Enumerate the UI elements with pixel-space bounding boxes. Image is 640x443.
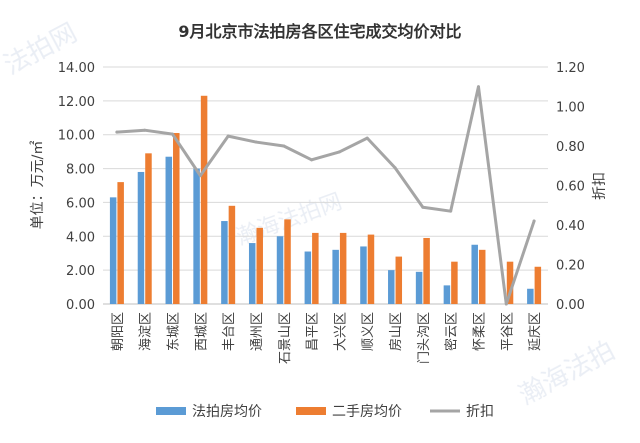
bar-resale-8 — [339, 232, 347, 304]
discount-point-12 — [449, 209, 453, 213]
discount-point-10 — [393, 166, 397, 170]
x-tick-label: 西城区 — [194, 312, 209, 351]
x-tick-label: 石景山区 — [278, 312, 293, 364]
bar-resale-2 — [173, 133, 180, 304]
discount-point-1 — [143, 128, 147, 132]
bar-auction-10 — [388, 270, 395, 304]
legend-swatch-0 — [156, 407, 186, 415]
bar-auction-7 — [304, 251, 312, 304]
y-tick-label: 0.00 — [66, 298, 95, 313]
bar-resale-9 — [367, 234, 375, 304]
y-tick-label: 8.00 — [66, 163, 95, 178]
x-tick-label: 丰台区 — [222, 312, 237, 351]
legend-label-0: 法拍房均价 — [192, 404, 262, 420]
x-tick-label: 大兴区 — [333, 312, 348, 351]
y-tick-label: 6.00 — [66, 196, 95, 211]
x-axis-ticks: 朝阳区 海淀区 东城区 西城区 丰台区 通州区 石景山区 昌平区 大兴区 顺义区 房山区 门头沟区 密云… — [111, 312, 543, 364]
legend-swatch-1 — [296, 407, 326, 415]
bar-auction-1 — [137, 171, 145, 304]
discount-point-5 — [254, 140, 258, 144]
bar-resale-13 — [478, 249, 486, 304]
discount-point-6 — [282, 144, 286, 148]
y-tick-label: 2.00 — [66, 264, 95, 279]
discount-line-path — [115, 85, 536, 306]
watermark: 法拍网 瀚海法拍网 瀚海法拍 — [0, 18, 620, 411]
discount-point-3 — [198, 174, 202, 178]
legend-label-1: 二手房均价 — [332, 404, 402, 420]
chart-title: 9月北京市法拍房各区住宅成交均价对比 — [178, 22, 461, 41]
bars — [109, 95, 542, 305]
y2-tick-label: 1.00 — [556, 101, 585, 116]
y-axis-ticks: 0.00 2.00 4.00 6.00 8.00 10.00 12.00 14.00 — [58, 61, 95, 313]
discount-point-14 — [504, 302, 508, 306]
x-tick-label: 延庆区 — [528, 312, 543, 351]
y2-tick-label: 0.00 — [556, 298, 585, 313]
discount-point-2 — [171, 132, 175, 136]
x-tick-label: 海淀区 — [139, 312, 154, 351]
y2-tick-label: 0.40 — [556, 219, 585, 234]
y2-axis-label: 折扣 — [592, 172, 608, 200]
bar-resale-5 — [256, 227, 263, 304]
y2-tick-label: 1.20 — [556, 61, 585, 76]
discount-point-13 — [476, 85, 480, 89]
x-tick-label: 平谷区 — [500, 312, 515, 351]
bar-resale-0 — [117, 182, 124, 304]
bar-resale-3 — [200, 95, 208, 305]
bar-resale-12 — [451, 261, 458, 304]
x-tick-label: 门头沟区 — [417, 312, 432, 364]
discount-line — [115, 85, 536, 306]
discount-point-0 — [115, 130, 119, 134]
bar-auction-6 — [276, 236, 284, 304]
x-tick-label: 通州区 — [250, 312, 265, 351]
y2-tick-label: 0.20 — [556, 259, 585, 274]
bar-auction-12 — [443, 285, 451, 304]
legend: 法拍房均价 二手房均价 折扣 — [156, 404, 494, 420]
bar-auction-11 — [415, 271, 423, 304]
bar-resale-7 — [312, 232, 319, 304]
discount-point-8 — [337, 150, 341, 154]
discount-point-15 — [532, 219, 536, 223]
y-axis-label: 单位：万元/㎡ — [30, 141, 46, 230]
bar-auction-2 — [165, 156, 173, 304]
discount-point-4 — [226, 134, 230, 138]
y2-axis-ticks: 0.00 0.20 0.40 0.60 0.80 1.00 1.20 — [556, 61, 585, 313]
x-tick-label: 昌平区 — [306, 312, 321, 351]
bar-resale-1 — [145, 153, 152, 304]
bar-resale-11 — [423, 237, 430, 304]
bar-resale-6 — [284, 219, 291, 304]
bar-resale-14 — [506, 261, 514, 304]
x-tick-label: 朝阳区 — [111, 312, 126, 351]
legend-label-2: 折扣 — [466, 404, 494, 420]
bar-resale-10 — [395, 256, 403, 304]
bar-resale-4 — [228, 205, 236, 304]
y-tick-label: 10.00 — [58, 129, 95, 144]
x-tick-label: 房山区 — [388, 312, 404, 351]
bar-auction-8 — [332, 249, 339, 304]
x-tick-label: 怀柔区 — [472, 312, 487, 351]
y-tick-label: 14.00 — [58, 61, 95, 76]
x-tick-label: 东城区 — [167, 312, 182, 351]
bar-auction-9 — [360, 246, 367, 304]
bar-auction-13 — [471, 244, 478, 304]
x-tick-label: 密云区 — [444, 312, 460, 351]
y-tick-label: 4.00 — [66, 230, 95, 245]
bar-auction-4 — [221, 221, 228, 304]
discount-point-7 — [310, 158, 314, 162]
x-tick-label: 顺义区 — [361, 312, 376, 351]
bar-auction-3 — [193, 168, 200, 304]
discount-point-9 — [365, 136, 369, 140]
bar-auction-15 — [527, 288, 534, 304]
bar-resale-15 — [534, 266, 542, 304]
discount-point-11 — [421, 205, 425, 209]
y-tick-label: 12.00 — [58, 95, 95, 110]
bar-auction-5 — [248, 243, 256, 304]
y2-tick-label: 0.60 — [556, 180, 585, 195]
y2-tick-label: 0.80 — [556, 140, 585, 155]
bar-auction-0 — [109, 197, 117, 304]
